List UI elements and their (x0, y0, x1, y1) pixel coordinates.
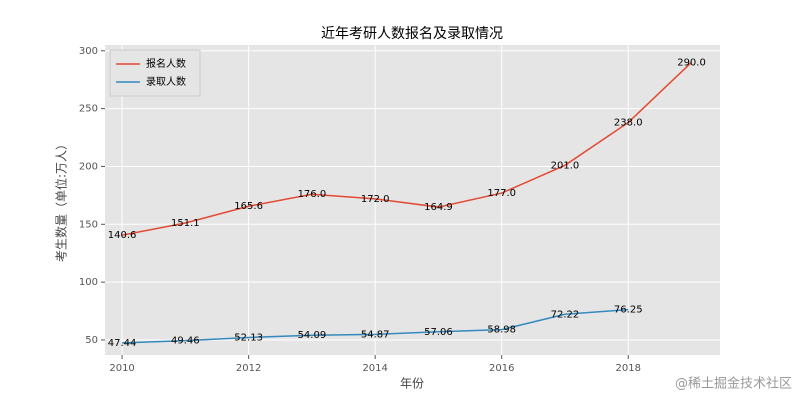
data-label: 164.9 (424, 202, 453, 213)
y-tick-label: 300 (79, 46, 98, 57)
watermark: @稀土掘金技术社区 (675, 376, 792, 392)
series-line (122, 308, 629, 344)
x-tick-label: 2014 (362, 363, 387, 374)
chart-title: 近年考研人数报名及录取情况 (321, 26, 503, 42)
data-label: 76.25 (614, 305, 643, 316)
data-label: 57.06 (424, 327, 453, 338)
data-label: 172.0 (361, 194, 390, 205)
y-axis-title: 考生数量（单位:万人） (54, 138, 69, 262)
data-label: 177.0 (487, 188, 516, 199)
legend-label: 报名人数 (146, 57, 186, 70)
data-label: 58.98 (487, 325, 516, 336)
data-label: 72.22 (551, 309, 580, 320)
data-label: 54.87 (361, 329, 390, 340)
y-tick-label: 250 (79, 104, 98, 115)
y-tick-label: 150 (79, 219, 98, 230)
data-label: 165.6 (234, 201, 263, 212)
data-label: 49.46 (171, 336, 200, 347)
y-tick-label: 100 (79, 277, 98, 288)
x-tick-label: 2010 (109, 363, 134, 374)
legend-box (109, 49, 201, 97)
data-label: 140.6 (108, 230, 137, 241)
data-label: 47.44 (108, 338, 137, 349)
y-tick-label: 200 (79, 161, 98, 172)
data-label: 238.0 (614, 118, 643, 129)
x-axis-title: 年份 (400, 377, 424, 391)
x-tick-label: 2018 (616, 363, 641, 374)
plot-area (105, 45, 720, 355)
legend-label: 录取人数 (146, 75, 186, 88)
x-tick-label: 2016 (489, 363, 514, 374)
data-label: 151.1 (171, 218, 200, 229)
data-label: 290.0 (677, 57, 706, 68)
data-label: 176.0 (298, 189, 327, 200)
data-label: 54.09 (298, 330, 327, 341)
data-label: 52.13 (234, 332, 263, 343)
series-line (121, 61, 693, 236)
data-label: 201.0 (551, 160, 580, 171)
y-tick-label: 50 (85, 335, 98, 346)
x-tick-label: 2012 (236, 363, 261, 374)
